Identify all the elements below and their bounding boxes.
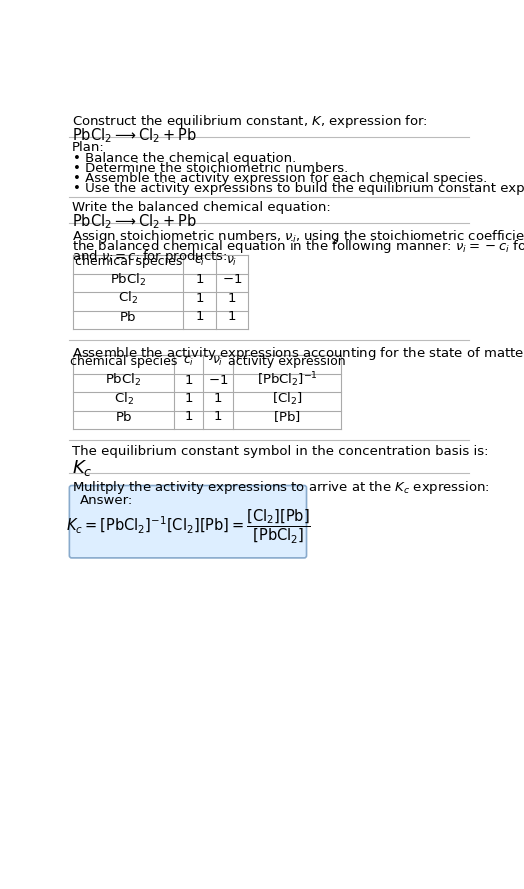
Text: the balanced chemical equation in the following manner: $\nu_i = -c_i$ for react: the balanced chemical equation in the fo…: [72, 237, 524, 254]
Text: $\mathrm{PbCl_2}$: $\mathrm{PbCl_2}$: [110, 272, 146, 288]
Text: • Balance the chemical equation.: • Balance the chemical equation.: [73, 152, 297, 165]
Text: $c_i$: $c_i$: [183, 355, 194, 368]
Text: $-1$: $-1$: [208, 373, 228, 387]
Text: activity expression: activity expression: [228, 355, 346, 368]
Text: $\mathrm{Pb}$: $\mathrm{Pb}$: [115, 410, 133, 424]
Text: $[\mathrm{Cl_2}]$: $[\mathrm{Cl_2}]$: [272, 390, 302, 406]
Text: $\mathrm{PbCl_2 \longrightarrow Cl_2 + Pb}$: $\mathrm{PbCl_2 \longrightarrow Cl_2 + P…: [72, 126, 196, 145]
Text: Plan:: Plan:: [72, 141, 104, 155]
Text: $c_i$: $c_i$: [194, 255, 205, 268]
Text: $K_c$: $K_c$: [72, 458, 92, 477]
Text: $\nu_i$: $\nu_i$: [226, 255, 238, 268]
Text: $K_c = [\mathrm{PbCl_2}]^{-1}[\mathrm{Cl_2}][\mathrm{Pb}] = \dfrac{[\mathrm{Cl_2: $K_c = [\mathrm{PbCl_2}]^{-1}[\mathrm{Cl…: [66, 508, 310, 545]
Text: and $\nu_i = c_i$ for products:: and $\nu_i = c_i$ for products:: [72, 248, 227, 265]
Text: Write the balanced chemical equation:: Write the balanced chemical equation:: [72, 202, 331, 214]
Text: $-1$: $-1$: [222, 274, 242, 286]
Text: Answer:: Answer:: [80, 494, 133, 507]
Text: The equilibrium constant symbol in the concentration basis is:: The equilibrium constant symbol in the c…: [72, 445, 488, 459]
Text: 1: 1: [214, 392, 222, 405]
Text: Assemble the activity expressions accounting for the state of matter and $\nu_i$: Assemble the activity expressions accoun…: [72, 346, 524, 363]
Text: $\nu_i$: $\nu_i$: [213, 355, 224, 368]
Text: • Assemble the activity expression for each chemical species.: • Assemble the activity expression for e…: [73, 172, 487, 185]
Text: 1: 1: [195, 292, 204, 305]
Text: Construct the equilibrium constant, $K$, expression for:: Construct the equilibrium constant, $K$,…: [72, 113, 428, 130]
Text: 1: 1: [228, 292, 236, 305]
Text: 1: 1: [184, 392, 193, 405]
Text: chemical species: chemical species: [74, 255, 182, 268]
Text: 1: 1: [228, 310, 236, 324]
Text: • Use the activity expressions to build the equilibrium constant expression.: • Use the activity expressions to build …: [73, 182, 524, 196]
Text: $\mathrm{Pb}$: $\mathrm{Pb}$: [119, 310, 137, 324]
Text: 1: 1: [195, 274, 204, 286]
Text: 1: 1: [184, 411, 193, 423]
Text: $\mathrm{PbCl_2 \longrightarrow Cl_2 + Pb}$: $\mathrm{PbCl_2 \longrightarrow Cl_2 + P…: [72, 212, 196, 231]
Text: • Determine the stoichiometric numbers.: • Determine the stoichiometric numbers.: [73, 162, 348, 175]
Text: $\mathrm{Cl_2}$: $\mathrm{Cl_2}$: [114, 390, 134, 406]
Text: Mulitply the activity expressions to arrive at the $K_c$ expression:: Mulitply the activity expressions to arr…: [72, 478, 489, 495]
Text: $[\mathrm{Pb}]$: $[\mathrm{Pb}]$: [274, 410, 301, 424]
Text: 1: 1: [184, 373, 193, 387]
Text: 1: 1: [214, 411, 222, 423]
Text: $\mathrm{Cl_2}$: $\mathrm{Cl_2}$: [118, 291, 138, 307]
Text: Assign stoichiometric numbers, $\nu_i$, using the stoichiometric coefficients, $: Assign stoichiometric numbers, $\nu_i$, …: [72, 228, 524, 244]
Text: $[\mathrm{PbCl_2}]^{-1}$: $[\mathrm{PbCl_2}]^{-1}$: [257, 371, 318, 389]
Text: chemical species: chemical species: [70, 355, 177, 368]
Text: $\mathrm{PbCl_2}$: $\mathrm{PbCl_2}$: [105, 372, 142, 388]
Text: 1: 1: [195, 310, 204, 324]
FancyBboxPatch shape: [69, 485, 307, 558]
